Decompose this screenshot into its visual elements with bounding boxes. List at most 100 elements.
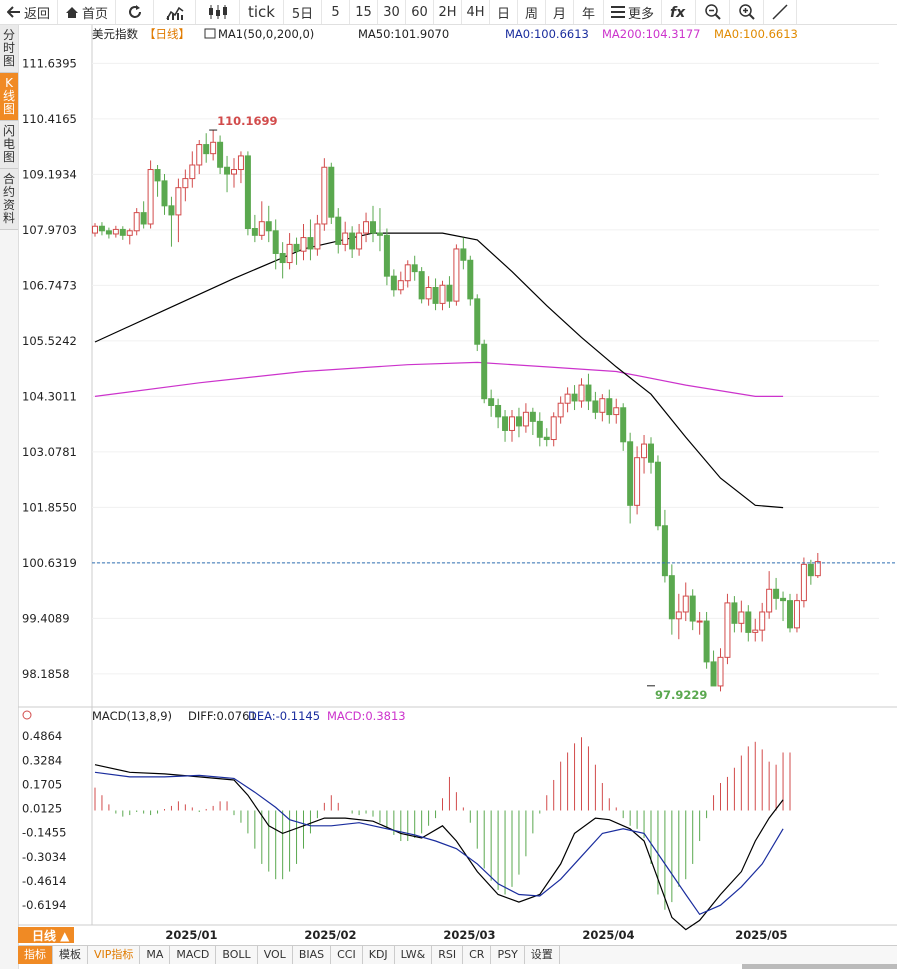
toolbar-home-button[interactable]: 首页	[58, 0, 116, 24]
candles	[92, 130, 821, 692]
indicator-tab-0[interactable]: 指标	[18, 946, 53, 964]
candle-body	[592, 400, 599, 413]
sidebar-item-1[interactable]: K线图	[0, 73, 18, 121]
indicator-tab-4[interactable]: MACD	[170, 946, 217, 964]
dea-line	[94, 771, 784, 916]
indicator-tab-14[interactable]: 设置	[525, 946, 560, 964]
candle-body	[265, 221, 272, 232]
toolbar-tick-label: tick	[248, 3, 275, 21]
candle-body	[363, 221, 370, 234]
price-tick-label: 103.0781	[22, 445, 77, 459]
toolbar-more-button[interactable]: 更多	[604, 0, 662, 24]
toolbar-zoomin-button[interactable]	[730, 0, 764, 24]
indicator-tab-12[interactable]: CR	[463, 946, 492, 964]
indicator-tab-5[interactable]: BOLL	[216, 946, 258, 964]
candle-body	[154, 169, 161, 182]
toolbar-zoomout-button[interactable]	[696, 0, 730, 24]
toolbar-candle-button[interactable]	[196, 0, 240, 24]
candle-body	[793, 600, 800, 629]
candle-body	[189, 164, 196, 180]
candle-body	[383, 234, 390, 277]
candle-body	[244, 155, 251, 230]
top-toolbar: 返回 首页 tick 5日 5 15 30 60 2H 4H 日周月年 更多 fx	[0, 0, 897, 25]
toolbar-tick-button[interactable]: tick	[240, 0, 284, 24]
toolbar-m30-button[interactable]: 30	[378, 0, 406, 24]
candle-body	[627, 441, 634, 506]
price-tick-label: 106.7473	[22, 278, 77, 292]
candle-body	[474, 298, 481, 345]
indicator-tab-13[interactable]: PSY	[491, 946, 525, 964]
period-tab-label: 日线 ▲	[32, 928, 70, 943]
candle-body	[724, 602, 731, 658]
candle-body	[682, 595, 689, 613]
candle-body	[349, 232, 356, 250]
refresh-icon	[126, 3, 144, 21]
candle-body	[161, 180, 168, 207]
toolbar-week-button[interactable]: 周	[518, 0, 546, 24]
macd-settings-icon	[22, 710, 32, 720]
sidebar-item-0[interactable]: 分时图	[0, 25, 18, 73]
candle-body	[182, 178, 189, 189]
macd-legend-entry: DEA:-0.1145	[248, 709, 320, 723]
toolbar-home-label: 首页	[81, 6, 108, 22]
candle-body	[613, 407, 620, 416]
toolbar-month-button[interactable]: 月	[546, 0, 574, 24]
legend: 美元指数 【日线】 MA1(50,0,200,0) MA50:101.9070 MA0:…	[22, 27, 798, 723]
candle-body	[376, 232, 383, 236]
indicator-tab-3[interactable]: MA	[140, 946, 171, 964]
price-tick-label: 111.6395	[22, 56, 77, 70]
horizontal-scrollbar[interactable]	[742, 964, 897, 969]
candle-body	[696, 620, 703, 623]
candle-body	[599, 398, 606, 413]
toolbar-month-label: 月	[552, 6, 566, 22]
candle-body	[620, 407, 627, 443]
candle-body	[668, 575, 675, 620]
indicator-tab-8[interactable]: CCI	[331, 946, 363, 964]
candle-body	[404, 264, 411, 282]
svg-text:fx: fx	[670, 5, 686, 20]
price-tick-label: 107.9703	[22, 223, 77, 237]
toolbar-m5-button[interactable]: 5	[322, 0, 350, 24]
indicator-tab-1[interactable]: 模板	[53, 946, 88, 964]
toolbar-day-button[interactable]: 日	[490, 0, 518, 24]
date-axis: 日线 ▲ 2025/01 2025/02 2025/03 2025/04 2025/05	[18, 927, 787, 943]
indicator-tab-7[interactable]: BIAS	[293, 946, 332, 964]
toolbar-year-button[interactable]: 年	[574, 0, 604, 24]
candle-body	[140, 212, 147, 225]
toolbar-chart-button[interactable]	[154, 0, 196, 24]
legend-entry: MA0:100.6613	[505, 27, 589, 41]
macd-tick-label: -0.1455	[22, 826, 66, 840]
macd-tick-label: 0.4864	[22, 729, 62, 743]
candle-body	[168, 205, 175, 216]
toolbar-m15-button[interactable]: 15	[350, 0, 378, 24]
candle-body	[203, 144, 210, 155]
candle-body	[196, 144, 203, 166]
toolbar-h4-button[interactable]: 4H	[462, 0, 490, 24]
settings-icon	[204, 28, 216, 39]
sidebar-item-2[interactable]: 闪电图	[0, 121, 18, 169]
price-tick-label: 104.3011	[22, 389, 77, 403]
indicator-tab-6[interactable]: VOL	[258, 946, 293, 964]
date-tick-label: 2025/01	[165, 928, 217, 942]
toolbar-draw-button[interactable]	[764, 0, 797, 24]
toolbar-d5-label: 5日	[291, 6, 314, 22]
indicator-tab-11[interactable]: RSI	[432, 946, 464, 964]
candle-body	[370, 221, 376, 234]
indicator-tab-10[interactable]: LW&	[395, 946, 433, 964]
diff-line	[94, 764, 784, 931]
sidebar-item-3[interactable]: 合约资料	[0, 169, 18, 230]
indicator-tab-9[interactable]: KDJ	[363, 946, 395, 964]
toolbar-back-button[interactable]: 返回	[0, 0, 58, 24]
toolbar-fx-button[interactable]: fx	[662, 0, 696, 24]
toolbar-h2-button[interactable]: 2H	[434, 0, 462, 24]
candle-body	[481, 343, 488, 400]
indicator-tab-2[interactable]: VIP指标	[88, 946, 141, 964]
toolbar-m30-label: 30	[383, 4, 400, 20]
toolbar-d5-button[interactable]: 5日	[284, 0, 322, 24]
macd-tick-label: -0.3034	[22, 850, 66, 864]
candle-body	[453, 248, 460, 302]
toolbar-refresh-button[interactable]	[116, 0, 154, 24]
candle-body	[133, 212, 140, 232]
candle-body	[237, 155, 244, 171]
toolbar-m60-button[interactable]: 60	[406, 0, 434, 24]
